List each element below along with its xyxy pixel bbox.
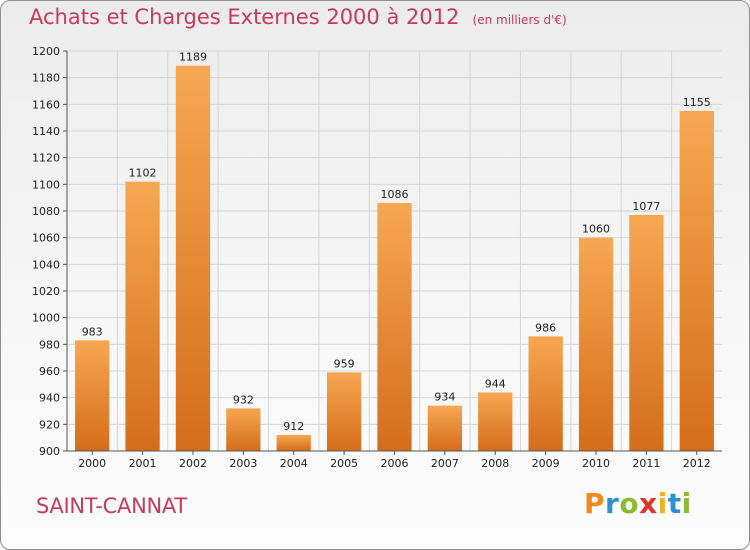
y-tick-label: 940: [39, 392, 60, 405]
logo-letter: i: [657, 487, 668, 520]
y-tick-label: 1060: [32, 232, 60, 245]
logo-letter: o: [619, 487, 640, 520]
bar: [377, 203, 412, 451]
y-tick-label: 1020: [32, 285, 60, 298]
y-tick-label: 1080: [32, 205, 60, 218]
y-tick-label: 1040: [32, 258, 60, 271]
y-tick-label: 1120: [32, 152, 60, 165]
x-tick-label: 2012: [683, 457, 711, 470]
y-tick-label: 900: [39, 445, 60, 458]
bar: [276, 435, 311, 451]
data-label: 912: [283, 420, 304, 433]
y-tick-label: 920: [39, 418, 60, 431]
x-tick-label: 2006: [381, 457, 409, 470]
data-label: 1060: [582, 223, 610, 236]
data-label: 986: [535, 321, 556, 334]
logo-letter: i: [681, 487, 692, 520]
x-tick-label: 2002: [179, 457, 207, 470]
y-tick-label: 1200: [32, 45, 60, 58]
bar: [326, 372, 362, 451]
data-label: 959: [334, 357, 355, 370]
bar-chart: 983 1102 1189 932 912 959 1086 934 944 986 1060 107…: [32, 45, 722, 470]
proxiti-logo: Proxiti: [584, 487, 692, 520]
bar: [679, 111, 714, 451]
bar: [578, 237, 614, 451]
bar: [629, 215, 664, 451]
bar: [226, 408, 261, 451]
y-tick-label: 980: [39, 338, 60, 351]
y-tick-label: 1100: [32, 178, 60, 191]
data-label: 1086: [381, 188, 409, 201]
y-tick-label: 1000: [32, 312, 60, 325]
unit-label: (en milliers d'€): [472, 13, 567, 27]
logo-letter: r: [605, 487, 620, 520]
data-label: 934: [434, 391, 455, 404]
data-label: 944: [485, 377, 506, 390]
data-label: 1077: [632, 200, 660, 213]
logo-letter: P: [584, 487, 606, 520]
bar: [427, 405, 463, 451]
bar: [175, 65, 211, 452]
x-tick-label: 2001: [129, 457, 157, 470]
data-label: 1102: [129, 167, 157, 180]
data-label: 1189: [179, 51, 207, 64]
x-tick-label: 2008: [481, 457, 509, 470]
x-tick-label: 2009: [532, 457, 560, 470]
bar: [478, 392, 513, 451]
x-tick-label: 2000: [78, 457, 106, 470]
x-tick-label: 2003: [229, 457, 257, 470]
data-labels: 983 1102 1189 932 912 959 1086 934 944 986 1060 107…: [82, 51, 711, 433]
bar: [125, 181, 160, 451]
y-tick-label: 1140: [32, 125, 60, 138]
logo-letter: t: [667, 487, 682, 520]
chart-title: Achats et Charges Externes 2000 à 2012 (…: [29, 5, 567, 29]
x-tick-label: 2005: [330, 457, 358, 470]
data-label: 983: [82, 325, 103, 338]
y-tick-label: 1180: [32, 72, 60, 85]
x-tick-label: 2007: [431, 457, 459, 470]
bar: [75, 340, 110, 451]
logo-letter: x: [639, 487, 658, 520]
data-label: 1155: [683, 96, 711, 109]
x-tick-label: 2010: [582, 457, 610, 470]
data-label: 932: [233, 393, 254, 406]
x-tick-label: 2011: [632, 457, 660, 470]
y-tick-label: 960: [39, 365, 60, 378]
title-text: Achats et Charges Externes 2000 à 2012: [29, 5, 460, 29]
x-tick-label: 2004: [280, 457, 308, 470]
town-name: SAINT-CANNAT: [36, 494, 187, 518]
y-tick-label: 1160: [32, 98, 60, 111]
axes: 900 920 940 960 980 1000 1020 1040 1060 1080 1100 1…: [32, 45, 722, 470]
bar: [528, 336, 563, 451]
bars: [75, 65, 714, 452]
